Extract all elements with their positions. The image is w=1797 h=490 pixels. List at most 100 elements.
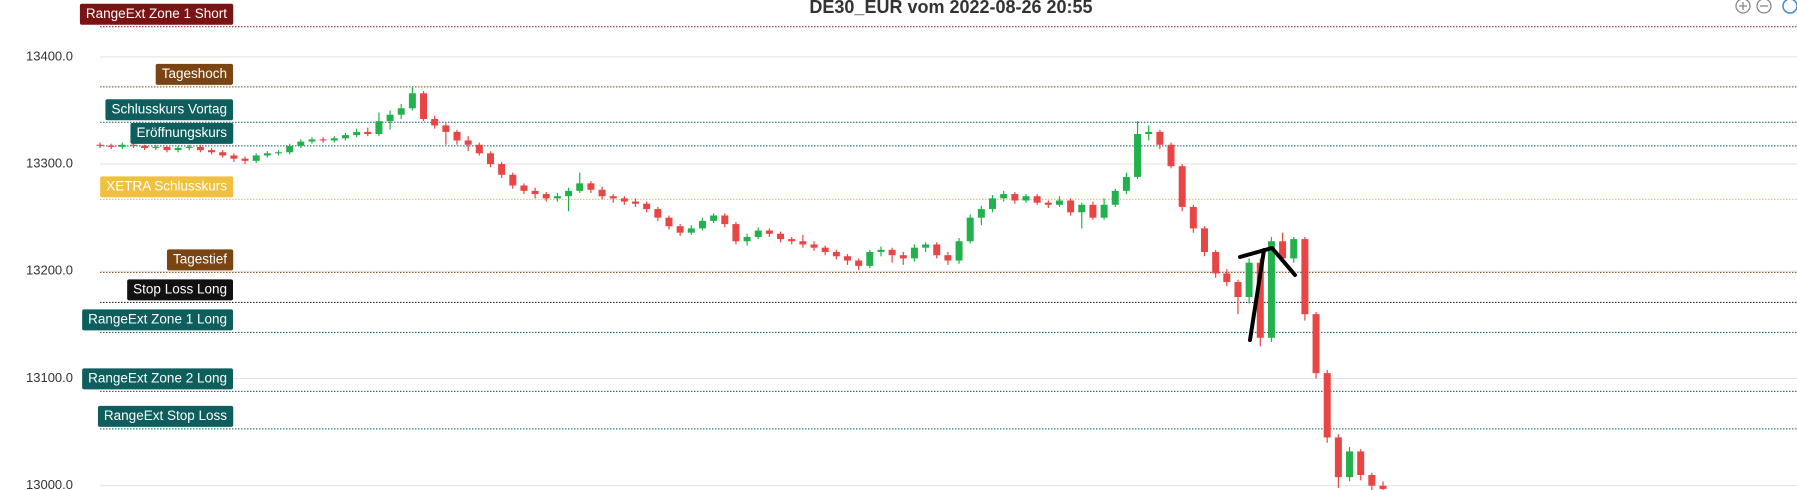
candle-body <box>576 183 584 191</box>
candle-body <box>163 146 171 151</box>
candle-body <box>1167 144 1175 167</box>
candle-body <box>1301 239 1309 315</box>
level-label-box <box>82 309 233 331</box>
candle-body <box>1156 131 1164 145</box>
candle-body <box>297 141 305 146</box>
candle-body <box>1089 204 1097 218</box>
candle-body <box>888 249 896 256</box>
candle-body <box>710 215 718 221</box>
candle-body <box>464 140 472 145</box>
candle-body <box>922 244 930 248</box>
candle-body <box>241 158 249 161</box>
level-label: RangeExt Zone 2 Long <box>88 370 227 385</box>
candle-body <box>498 164 506 175</box>
zoom-in[interactable] <box>1735 0 1751 14</box>
candle-body <box>397 108 405 115</box>
level-label: Eröffnungskurs <box>136 125 227 140</box>
candle-body <box>174 147 182 151</box>
candle-body <box>1189 206 1197 229</box>
level-label: RangeExt Stop Loss <box>104 408 227 423</box>
candle-body <box>1033 196 1041 203</box>
candle-body <box>353 131 361 136</box>
candle-body <box>1267 241 1275 338</box>
candle-body <box>330 138 338 141</box>
candle-body <box>743 236 751 242</box>
candle-body <box>1200 228 1208 252</box>
candle-body <box>810 244 818 248</box>
candle-body <box>364 131 372 135</box>
candle-body <box>453 131 461 141</box>
candle-body <box>1134 134 1142 177</box>
candle-body <box>955 241 963 261</box>
level-labels: RangeExt Zone 1 Short Tageshoch Schlusskur… <box>79 3 234 427</box>
level-label-box <box>97 405 234 427</box>
level-label-box <box>130 122 234 144</box>
candle-body <box>263 153 271 156</box>
candle-body <box>1323 373 1331 438</box>
candle-body <box>1334 437 1342 478</box>
hand-drawn-arrow <box>1238 246 1297 342</box>
candle-body <box>219 152 227 156</box>
candle-body <box>230 155 238 159</box>
zoom-out[interactable] <box>1756 0 1772 14</box>
candle-body <box>442 125 450 132</box>
candle-body <box>152 146 160 148</box>
candle-body <box>542 194 550 199</box>
level-label-box <box>127 279 233 301</box>
candle-body <box>118 144 126 147</box>
candle-body <box>275 152 283 154</box>
level-label-box <box>100 176 234 198</box>
level-label: Schlusskurs Vortag <box>111 101 227 116</box>
candle-body <box>687 228 695 233</box>
candle-body <box>609 196 617 199</box>
candle-body <box>877 249 885 252</box>
candles <box>96 86 1387 490</box>
candle-body <box>1067 200 1075 213</box>
level-label: Stop Loss Long <box>133 281 227 296</box>
grid: 13000.0 13100.0 13200.0 13300.0 13400.0 <box>26 48 1797 490</box>
level-label-box <box>105 99 233 121</box>
candle-body <box>141 145 149 148</box>
reset[interactable] <box>1782 0 1797 14</box>
candle-body <box>185 146 193 148</box>
candle-body <box>598 189 606 197</box>
candle-body <box>765 230 773 234</box>
candle-body <box>899 255 907 259</box>
candle-body <box>386 114 394 122</box>
candle-body <box>486 153 494 165</box>
candle-body <box>910 247 918 259</box>
candle-body <box>721 215 729 225</box>
candle-body <box>821 247 829 252</box>
y-tick-label: 13400.0 <box>26 48 73 63</box>
candle-body <box>475 144 483 154</box>
candle-body <box>777 233 785 240</box>
candle-body <box>643 203 651 210</box>
level-label: RangeExt Zone 1 Short <box>86 6 227 21</box>
candle-body <box>1145 131 1153 135</box>
candle-body <box>252 155 260 161</box>
candle-body <box>665 217 673 227</box>
candle-body <box>1022 196 1030 201</box>
candle-body <box>1212 251 1220 274</box>
candle-body <box>520 185 528 191</box>
level-label: XETRA Schlusskurs <box>106 178 227 193</box>
candle-body <box>1011 194 1019 201</box>
candle-body <box>1100 204 1108 218</box>
candle-body <box>1256 262 1264 338</box>
candle-body <box>1000 194 1008 199</box>
candle-body <box>843 256 851 261</box>
candle-body <box>553 196 561 199</box>
candle-body <box>408 93 416 109</box>
candle-body <box>431 119 439 126</box>
candle-body <box>866 251 874 266</box>
candle-body <box>1178 166 1186 207</box>
level-label: Tagestief <box>173 251 227 266</box>
candle-body <box>319 139 327 141</box>
candle-body <box>1122 176 1130 191</box>
candle-body <box>286 145 294 153</box>
candle-body <box>107 145 115 147</box>
candle-body <box>832 251 840 257</box>
candle-body <box>654 209 662 218</box>
y-tick-label: 13000.0 <box>26 477 73 490</box>
